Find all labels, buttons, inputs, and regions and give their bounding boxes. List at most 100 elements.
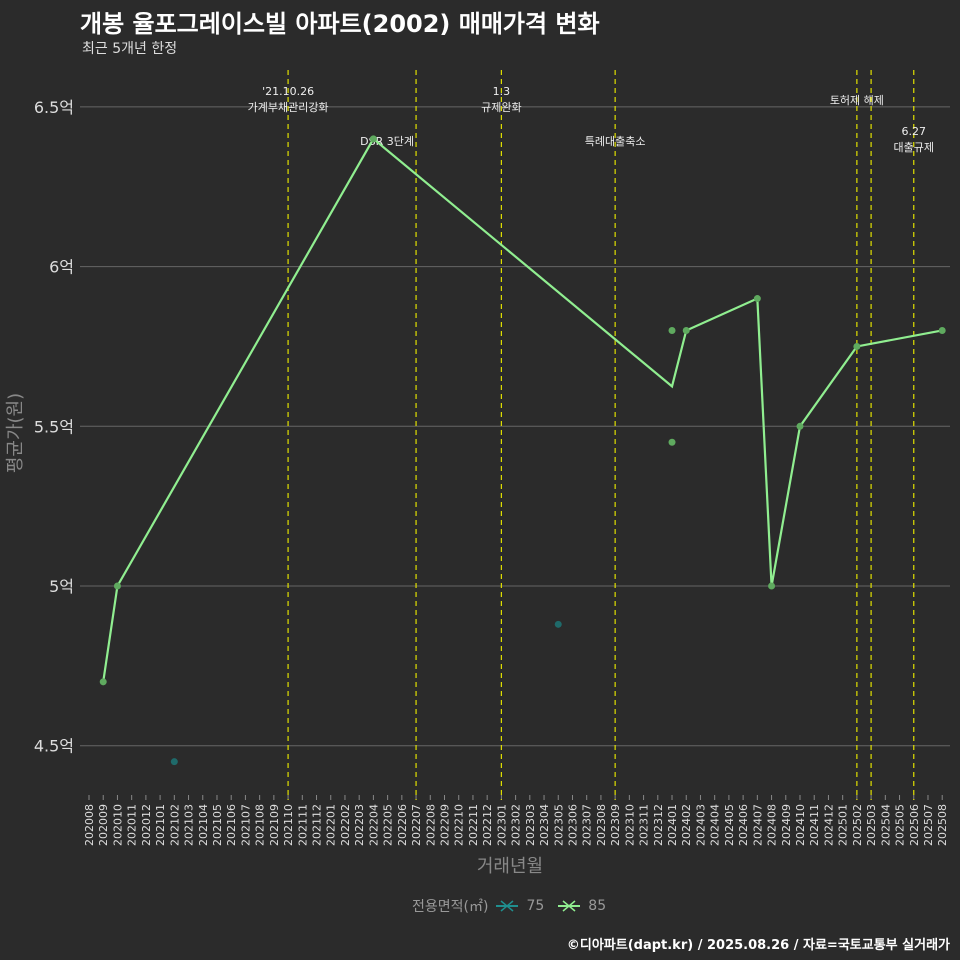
legend: 전용면적(㎡) 75 85 (412, 896, 606, 916)
data-point-85 (113, 582, 121, 590)
x-tick-label: 202210 (453, 804, 466, 846)
x-tick-label: 202309 (609, 804, 622, 846)
x-tick-label: 202207 (410, 804, 423, 846)
x-tick-label: 202406 (737, 804, 750, 846)
y-tick-label: 6억 (49, 258, 74, 277)
x-tick-label: 202011 (126, 804, 139, 846)
x-tick-label: 202010 (111, 804, 124, 846)
x-tick-label: 202412 (822, 804, 835, 846)
x-tick-label: 202505 (894, 804, 907, 846)
x-tick-label: 202203 (353, 804, 366, 846)
x-tick-label: 202209 (439, 804, 452, 846)
data-point-85 (753, 295, 761, 303)
x-tick-label: 202306 (566, 804, 579, 846)
x-tick-label: 202405 (723, 804, 736, 846)
x-tick-label: 202312 (652, 804, 665, 846)
x-tick-label: 202402 (680, 804, 693, 846)
data-point-75 (170, 758, 178, 766)
event-label: 토허제 해제 (830, 93, 884, 107)
x-tick-label: 202204 (367, 804, 380, 846)
event-date-label: 6.27 (902, 125, 927, 138)
y-tick-label: 4.5억 (34, 737, 74, 756)
x-tick-label: 202411 (808, 804, 821, 846)
x-tick-label: 202202 (339, 804, 352, 846)
data-point-85 (938, 326, 946, 334)
x-tick-label: 202401 (666, 804, 679, 846)
x-tick-label: 202104 (197, 804, 210, 846)
x-tick-label: 202009 (97, 804, 110, 846)
event-label: 가계부채관리강화 (248, 101, 329, 114)
x-tick-label: 202503 (865, 804, 878, 846)
x-tick-label: 202506 (908, 804, 921, 846)
x-tick-label: 202106 (225, 804, 238, 846)
x-tick-label: 202301 (495, 804, 508, 846)
x-tick-label: 202212 (481, 804, 494, 846)
event-label: 규제완화 (481, 101, 521, 114)
legend-label-85: 85 (588, 898, 607, 914)
x-tick-label: 202012 (140, 804, 153, 846)
x-tick-label: 202307 (581, 804, 594, 846)
data-point-75 (554, 620, 562, 628)
event-date-label: '21.10.26 (262, 85, 314, 98)
data-point-85 (668, 438, 676, 446)
x-tick-label: 202302 (510, 804, 523, 846)
x-tick-label: 202311 (638, 804, 651, 846)
x-tick-label: 202508 (936, 804, 949, 846)
x-tick-label: 202403 (694, 804, 707, 846)
x-tick-label: 202407 (751, 804, 764, 846)
x-tick-label: 202507 (922, 804, 935, 846)
x-axis-label: 거래년월 (476, 856, 544, 877)
data-point-85 (853, 342, 861, 350)
chart-subtitle: 최근 5개년 한정 (82, 41, 178, 57)
x-tick-label: 202310 (623, 804, 636, 846)
x-tick-label: 202304 (538, 804, 551, 846)
x-tick-label: 202108 (254, 804, 267, 846)
legend-title: 전용면적(㎡) (412, 899, 489, 915)
x-tick-label: 202105 (211, 804, 224, 846)
data-point-85 (796, 422, 804, 430)
legend-key-75-icon (496, 900, 519, 912)
x-tick-label: 202008 (83, 804, 96, 846)
x-tick-label: 202305 (552, 804, 565, 846)
x-tick-label: 202206 (396, 804, 409, 846)
footer-credit: ©디아파트(dapt.kr) / 2025.08.26 / 자료=국토교통부 실… (566, 938, 950, 953)
x-tick-label: 202308 (595, 804, 608, 846)
y-tick-label: 6.5억 (34, 98, 74, 117)
x-tick-label: 202111 (296, 804, 309, 846)
x-tick-label: 202408 (766, 804, 779, 846)
x-tick-label: 202208 (424, 804, 437, 846)
data-point-85 (682, 326, 690, 334)
x-tick-label: 202504 (879, 804, 892, 846)
x-tick-label: 202211 (467, 804, 480, 846)
x-tick-label: 202404 (709, 804, 722, 846)
event-label: 대출규제 (894, 141, 934, 154)
y-tick-label: 5.5억 (34, 417, 74, 436)
data-point-85 (369, 135, 377, 143)
y-axis-label: 평균가(원) (5, 392, 27, 474)
data-point-85 (768, 582, 776, 590)
data-point-85 (99, 678, 107, 686)
x-tick-label: 202103 (183, 804, 196, 846)
legend-key-85-icon (558, 900, 581, 912)
x-tick-label: 202201 (325, 804, 338, 846)
x-tick-label: 202101 (154, 804, 167, 846)
x-tick-label: 202107 (239, 804, 252, 846)
x-tick-label: 202205 (382, 804, 395, 846)
chart-title: 개봉 율포그레이스빌 아파트(2002) 매매가격 변화 (80, 10, 600, 38)
x-tick-label: 202110 (282, 804, 295, 846)
x-tick-label: 202102 (168, 804, 181, 846)
x-tick-label: 202501 (837, 804, 850, 846)
x-tick-label: 202502 (851, 804, 864, 846)
legend-label-75: 75 (526, 898, 545, 914)
event-date-label: 1.3 (493, 85, 511, 98)
event-label: 특례대출축소 (585, 135, 646, 148)
x-tick-label: 202109 (268, 804, 281, 846)
x-tick-label: 202303 (524, 804, 537, 846)
data-point-85 (668, 326, 676, 334)
x-tick-label: 202112 (311, 804, 324, 846)
y-tick-label: 5억 (49, 577, 74, 596)
series-line-85 (102, 137, 943, 682)
x-tick-label: 202409 (780, 804, 793, 846)
